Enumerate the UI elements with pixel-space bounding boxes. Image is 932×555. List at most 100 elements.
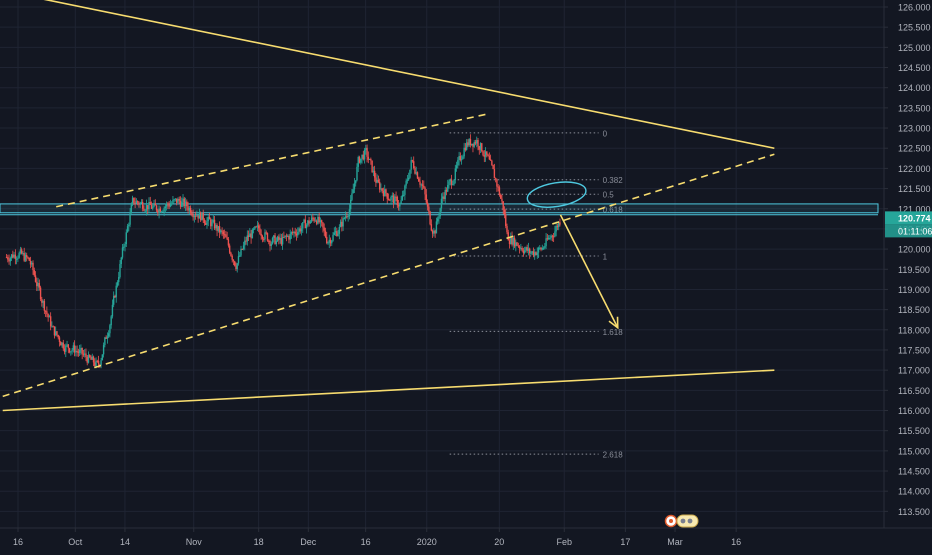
candle-body <box>471 143 473 146</box>
candle-body <box>27 257 29 259</box>
candle-body <box>23 253 25 261</box>
candle-body <box>312 217 314 219</box>
candle-body <box>53 326 56 336</box>
candle-body <box>5 257 8 259</box>
price-tick-label: 118.500 <box>898 305 930 315</box>
candle-body <box>221 230 223 232</box>
candle-body <box>405 180 407 186</box>
candle-body <box>134 202 136 204</box>
candle-body <box>416 172 419 179</box>
candle-body <box>177 199 179 203</box>
candle-body <box>515 242 517 247</box>
candle-body <box>310 217 313 222</box>
candle-body <box>520 248 522 250</box>
candle-body <box>193 215 196 218</box>
logo-pill-dot <box>687 518 693 524</box>
countdown-tag <box>885 224 932 238</box>
candle-body <box>32 262 34 271</box>
price-tick-label: 126.000 <box>898 3 931 13</box>
candle-body <box>97 360 100 365</box>
time-axis[interactable]: 16 Oct 14 Nov 18 Dec 16 2020 20 Feb 17 Mar 16 <box>0 527 932 550</box>
candle-body <box>44 310 47 312</box>
candle-body <box>10 254 13 259</box>
candle-body <box>123 246 125 248</box>
candle-body <box>265 232 267 234</box>
fibonacci-retracement[interactable]: 0 0.382 0.5 0.618 1 1.618 2.618 <box>449 129 624 460</box>
candle-body <box>121 247 124 258</box>
candle-body <box>239 255 241 257</box>
candle-body <box>129 213 131 225</box>
candle-body <box>542 247 545 249</box>
candle-body <box>399 203 401 207</box>
highlight-ellipse[interactable] <box>526 178 588 211</box>
candle-body <box>304 219 307 229</box>
price-tick-label: 118.000 <box>898 325 930 335</box>
candle-body <box>308 220 310 224</box>
fib-level-label: 0.5 <box>603 191 615 200</box>
candle-body <box>119 264 121 278</box>
candle-body <box>411 160 414 162</box>
candle-body <box>176 198 178 203</box>
candle-body <box>26 255 28 258</box>
trendlines[interactable] <box>2 0 775 412</box>
time-tick-label: 2020 <box>417 537 437 547</box>
candle-body <box>534 252 536 256</box>
tradingview-logo <box>664 514 699 528</box>
solid-trendline[interactable] <box>3 0 775 150</box>
candle-body <box>528 248 531 254</box>
price-axis[interactable]: 113.500 114.000 114.500 115.000 115.500 116.0… <box>883 0 932 550</box>
candle-body <box>158 208 160 214</box>
candle-body <box>246 235 249 242</box>
candle-body <box>391 195 393 198</box>
dashed-trendline[interactable] <box>2 153 775 398</box>
time-tick-label: Feb <box>557 537 573 547</box>
dashed-trendline[interactable] <box>56 113 489 208</box>
candle-body <box>385 189 387 194</box>
candle-body <box>552 236 555 238</box>
candle-body <box>477 140 479 147</box>
candle-body <box>362 154 364 160</box>
candle-body <box>60 341 62 346</box>
candle-body <box>486 151 488 155</box>
candle-body <box>139 202 141 205</box>
candle-body <box>289 233 291 240</box>
candle-body <box>116 282 119 286</box>
candle-body <box>293 231 295 233</box>
candle-body <box>547 237 550 240</box>
candle-body <box>492 164 494 170</box>
candle-body <box>242 245 245 250</box>
candle-body <box>303 219 305 223</box>
price-tick-label: 122.000 <box>898 164 931 174</box>
candle-body <box>131 197 134 205</box>
projection-arrow-line[interactable] <box>559 214 619 329</box>
fib-level-label: 0.618 <box>603 206 624 215</box>
candle-body <box>13 254 15 258</box>
price-tick-label: 119.500 <box>898 265 930 275</box>
candle-body <box>216 225 218 231</box>
candle-body <box>8 259 10 262</box>
candle-body <box>226 237 228 240</box>
candle-body <box>276 236 279 241</box>
candle-body <box>349 199 352 210</box>
candle-body <box>100 360 102 366</box>
candle-body <box>332 234 334 241</box>
candle-body <box>126 226 129 233</box>
candle-body <box>18 253 20 258</box>
candle-body <box>458 156 460 161</box>
candle-body <box>188 207 191 211</box>
candle-body <box>545 238 547 247</box>
projection-arrow-head[interactable] <box>608 316 619 330</box>
candle-body <box>535 252 537 255</box>
candle-body <box>179 200 182 207</box>
price-axis-panel <box>884 0 932 550</box>
candle-body <box>159 208 162 212</box>
candle-body <box>290 232 293 234</box>
candle-body <box>181 201 183 207</box>
solid-trendline[interactable] <box>2 369 775 412</box>
candle-body <box>144 210 146 212</box>
time-tick-label: 18 <box>254 537 264 547</box>
fib-level-label: 1.618 <box>603 328 624 337</box>
candle-body <box>497 186 499 188</box>
